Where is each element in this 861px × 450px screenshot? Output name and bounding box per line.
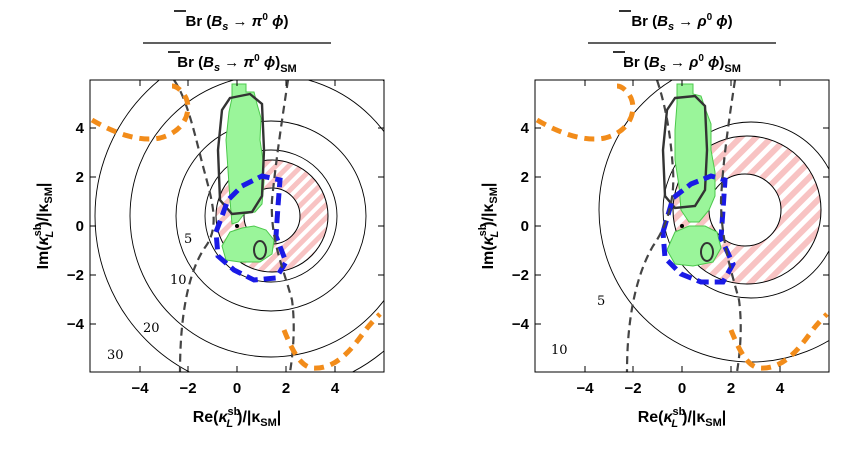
- panel-title: Br (Bs → ρ0 ϕ) Br (Bs → ρ0 ϕ)SM: [588, 10, 776, 75]
- x-tick-label: −2: [624, 380, 641, 397]
- green-allowed-region-lower: [666, 225, 722, 267]
- orange-dashed-upper-left: [535, 83, 636, 142]
- y-tick-label: −4: [512, 316, 530, 333]
- x-tick-label: −2: [179, 380, 196, 397]
- contour-label-10: 10: [551, 343, 568, 358]
- solid-constraint-loop: [253, 240, 267, 260]
- sm-point: [235, 224, 239, 228]
- title-numerator: Br (Bs → π0 ϕ): [186, 12, 289, 33]
- x-tick-labels: −4 −2 0 2 4: [131, 380, 339, 397]
- x-tick-label: 0: [678, 380, 686, 397]
- title-denominator: Br (Bs → π0 ϕ)SM: [177, 53, 296, 75]
- panel-left-svg: Br (Bs → π0 ϕ) Br (Bs → π0 ϕ)SM: [32, 10, 385, 430]
- y-tick-label: 2: [76, 169, 84, 186]
- contour-label-10: 10: [170, 273, 187, 288]
- y-tick-label: 0: [521, 218, 529, 235]
- x-tick-label: −4: [576, 380, 594, 397]
- y-tick-label: 2: [521, 169, 529, 186]
- y-tick-label: −2: [512, 267, 529, 284]
- green-allowed-region-lower: [221, 225, 275, 263]
- tick-marks: [535, 80, 829, 372]
- x-tick-label: 4: [331, 380, 340, 397]
- sm-point: [680, 224, 684, 228]
- y-tick-label: 4: [76, 120, 85, 137]
- x-tick-label: −4: [131, 380, 149, 397]
- panel-title: Br (Bs → π0 ϕ) Br (Bs → π0 ϕ)SM: [143, 10, 331, 75]
- x-tick-label: 0: [233, 380, 241, 397]
- orange-dashed-lower-right: [728, 312, 829, 371]
- title-denominator: Br (Bs → ρ0 ϕ)SM: [623, 53, 741, 75]
- plot-area: 5 10: [535, 80, 829, 372]
- contour-label-5: 5: [184, 232, 192, 247]
- plot-area: 5 10 20 30: [90, 80, 384, 372]
- solid-constraint-loop: [700, 242, 714, 262]
- ratio-contour-5: [662, 121, 829, 299]
- y-tick-label: −4: [67, 316, 85, 333]
- contour-label-30: 30: [107, 348, 124, 363]
- ratio-contour-5: [204, 149, 338, 283]
- x-tick-labels: −4 −2 0 2 4: [576, 380, 784, 397]
- y-tick-label: 0: [76, 218, 84, 235]
- x-axis-label: Re(κsb L)/|κSM|: [638, 406, 727, 430]
- x-tick-label: 2: [727, 380, 735, 397]
- y-axis-label: Im(κsbL)/|κSM|: [32, 183, 56, 270]
- contour-label-20: 20: [143, 321, 160, 336]
- blue-dashed-region: [660, 173, 736, 285]
- x-tick-label: 2: [282, 380, 290, 397]
- y-tick-label: 4: [521, 120, 530, 137]
- tick-marks: [90, 80, 384, 372]
- x-axis-label: Re(κsb L)/|κSM|: [193, 406, 282, 430]
- orange-dashed-lower-right: [281, 312, 382, 371]
- ratio-contour-10: [175, 120, 367, 312]
- gray-dashed-line-left: [173, 80, 215, 372]
- blue-dashed-region: [213, 173, 289, 283]
- y-axis-label: Im(κsbL)/|κSM|: [477, 183, 501, 270]
- panel-right: Br (Bs → ρ0 ϕ) Br (Bs → ρ0 ϕ)SM 5: [431, 0, 861, 450]
- y-tick-labels: 4 2 0 −2 −4: [67, 120, 85, 333]
- orange-dashed-upper-left: [90, 83, 191, 142]
- ratio-contour-20: [129, 80, 384, 358]
- title-numerator: Br (Bs → ρ0 ϕ): [631, 12, 732, 33]
- panel-right-svg: Br (Bs → ρ0 ϕ) Br (Bs → ρ0 ϕ)SM 5: [477, 10, 830, 430]
- gray-dashed-line-right: [270, 80, 295, 372]
- gray-dashed-line-right: [719, 80, 742, 372]
- y-tick-label: −2: [67, 267, 84, 284]
- solid-constraint-contour: [216, 92, 266, 216]
- solid-constraint-contour: [661, 94, 709, 210]
- x-tick-label: 4: [776, 380, 785, 397]
- ratio-contour-30: [94, 80, 384, 372]
- contour-label-5: 5: [597, 294, 605, 309]
- y-tick-labels: 4 2 0 −2 −4: [512, 120, 530, 333]
- panel-left: Br (Bs → π0 ϕ) Br (Bs → π0 ϕ)SM: [0, 0, 430, 450]
